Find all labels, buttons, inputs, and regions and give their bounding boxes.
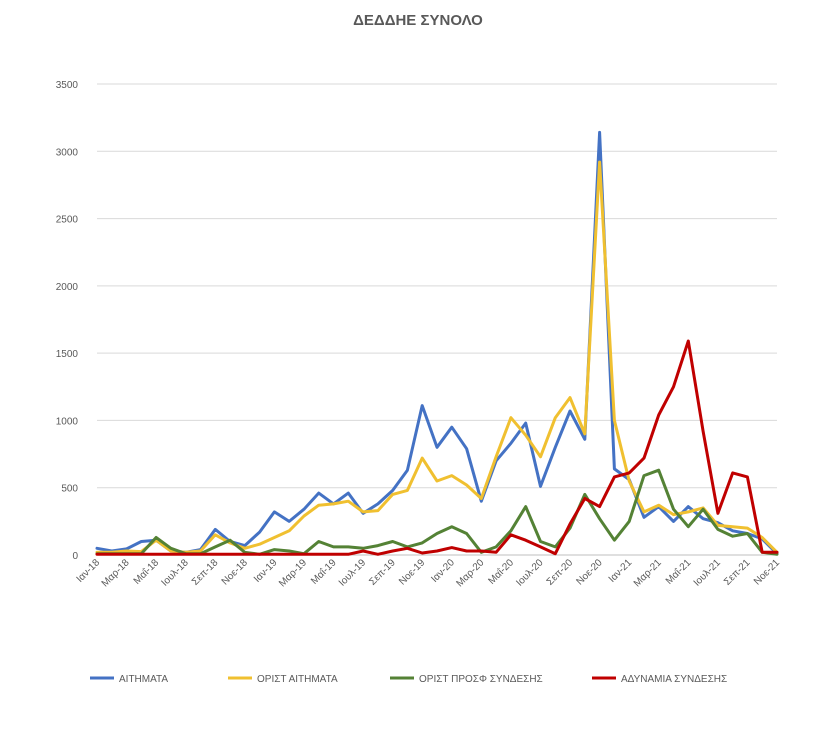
y-tick-label: 1000 <box>56 416 79 427</box>
y-tick-label: 3500 <box>56 80 79 91</box>
x-tick-label: Σεπ-21 <box>722 557 753 588</box>
x-tick-label: Μαρ-19 <box>277 557 309 589</box>
y-tick-label: 2500 <box>56 215 79 226</box>
chart-title: ΔΕΔΔΗΕ ΣΥΝΟΛΟ <box>353 12 483 29</box>
x-tick-label: Μαρ-21 <box>632 557 664 589</box>
gridlines <box>97 83 777 556</box>
y-tick-label: 1500 <box>56 349 79 360</box>
legend-label: ΑΔΥΝΑΜΙΑ ΣΥΝΔΕΣΗΣ <box>621 674 727 685</box>
x-tick-label: Νοε-20 <box>575 557 605 587</box>
x-tick-label: Νοε-21 <box>752 557 782 587</box>
series-line-2 <box>95 160 779 554</box>
x-tick-label: Νοε-18 <box>220 557 250 587</box>
x-tick-label: Ιαν-18 <box>75 557 103 585</box>
series-lines <box>95 130 779 556</box>
x-tick-label: Σεπ-18 <box>190 557 221 588</box>
y-tick-label: 500 <box>61 484 78 495</box>
legend: ΑΙΤΗΜΑΤΑ ΟΡΙΣΤ ΑΙΤΗΜΑΤΑ ΟΡΙΣΤ ΠΡΟΣΦ ΣΥΝΔΕΣ… <box>90 674 727 685</box>
series-line-1 <box>95 130 779 556</box>
x-tick-label: Μαΐ-19 <box>308 556 339 587</box>
x-tick-label: Ιουλ-21 <box>692 557 724 589</box>
x-tick-label: Ιαν-20 <box>429 557 457 585</box>
x-tick-label: Μαρ-20 <box>454 557 486 589</box>
series-line-3 <box>95 468 779 556</box>
x-tick-label: Ιουλ-19 <box>337 557 369 589</box>
x-tick-label: Μαΐ-20 <box>486 556 517 587</box>
x-tick-label: Ιαν-21 <box>607 557 635 585</box>
x-tick-label: Σεπ-19 <box>367 557 398 588</box>
x-tick-label: Μαΐ-21 <box>663 556 694 587</box>
x-tick-label: Ιουλ-20 <box>514 557 546 589</box>
series-line-4 <box>95 339 779 556</box>
y-tick-label: 0 <box>72 551 78 562</box>
x-tick-label: Νοε-19 <box>397 557 427 587</box>
x-tick-label: Ιαν-19 <box>252 557 280 585</box>
y-tick-label: 2000 <box>56 282 79 293</box>
x-tick-label: Ιουλ-18 <box>160 557 192 589</box>
legend-label: ΑΙΤΗΜΑΤΑ <box>119 674 168 685</box>
legend-label: ΟΡΙΣΤ ΑΙΤΗΜΑΤΑ <box>257 674 338 685</box>
x-tick-label: Μαρ-18 <box>100 557 132 589</box>
y-axis-ticks: 0 500 1000 1500 2000 2500 3000 3500 <box>56 80 79 562</box>
x-tick-label: Σεπ-20 <box>545 557 576 588</box>
legend-label: ΟΡΙΣΤ ΠΡΟΣΦ ΣΥΝΔΕΣΗΣ <box>419 674 543 685</box>
x-tick-label: Μαΐ-18 <box>131 556 162 587</box>
y-tick-label: 3000 <box>56 147 79 158</box>
